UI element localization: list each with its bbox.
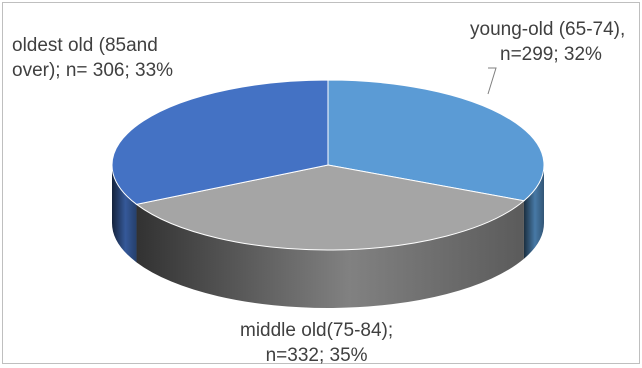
slice-label-middle-old-line1: middle old(75-84); [240,320,394,341]
pie-side-wall-1 [136,200,524,308]
slice-label-oldest-old-line1: oldest old (85and [12,35,158,56]
slice-label-young-old: young-old (65-74), n=299; 32% [470,17,625,67]
pie-slice-0 [327,79,545,202]
slice-label-oldest-old-line2: over); n= 306; 33% [12,60,174,81]
slice-label-middle-old-line2: n=332; 35% [265,345,368,366]
slice-label-oldest-old: oldest old (85and over); n= 306; 33% [12,33,173,83]
pie-slice-1 [135,164,526,251]
slice-label-young-old-line2: n=299; 32% [500,44,602,65]
pie-slice-2 [111,79,329,205]
pie-side-wall-0 [523,165,544,259]
slice-label-middle-old: middle old(75-84); n=332; 35% [240,318,393,368]
leader-line-young-old [487,67,497,95]
slice-label-young-old-line1: young-old (65-74), [470,19,626,40]
chart-frame [2,2,640,364]
pie-side-wall-2 [112,165,137,263]
